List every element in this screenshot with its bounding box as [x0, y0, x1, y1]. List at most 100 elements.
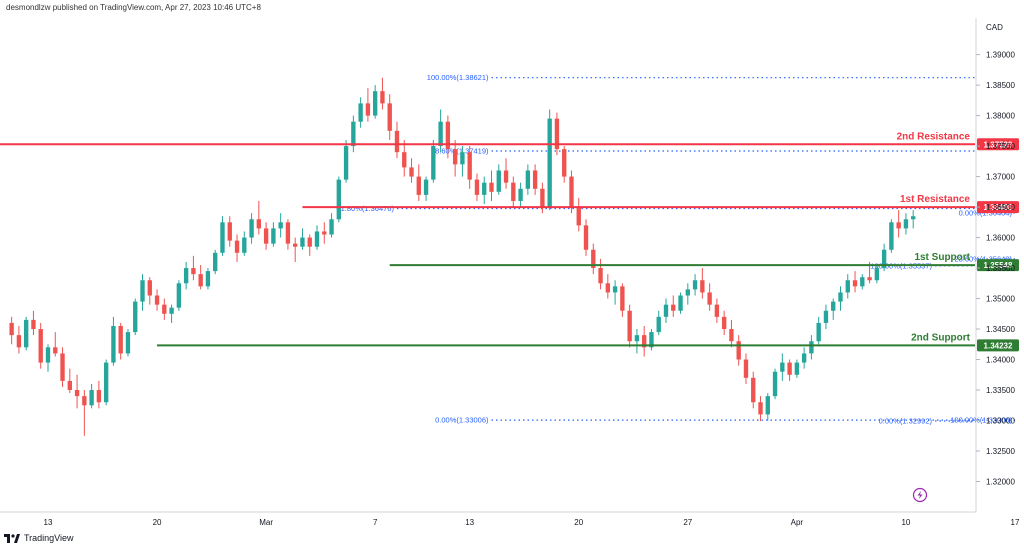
- candle-body: [198, 274, 203, 287]
- candle-body: [911, 216, 916, 220]
- candle-body: [801, 353, 807, 363]
- y-tick-label: 1.37500: [986, 142, 1015, 151]
- candle-body: [772, 371, 778, 397]
- candle-body: [620, 286, 625, 311]
- candle-body: [162, 304, 167, 314]
- y-tick-label: 1.35500: [986, 264, 1015, 273]
- x-tick-label: 27: [683, 518, 692, 527]
- fib-level-label: 23.60%(1.35648): [954, 255, 1012, 264]
- candle-body: [867, 277, 872, 281]
- fib-level-label: 78.60%(1.37419): [431, 147, 489, 156]
- candle-body: [532, 170, 538, 189]
- candle-body: [511, 182, 516, 201]
- candle-body: [60, 353, 65, 381]
- candle-body: [263, 228, 269, 244]
- candle-body: [329, 219, 334, 235]
- candle-body: [416, 176, 421, 195]
- candle-body: [496, 170, 501, 192]
- candle-body: [154, 295, 160, 305]
- level-price-badge: [977, 201, 1019, 214]
- level-price-badge: [977, 138, 1019, 151]
- candle-body: [183, 268, 189, 284]
- candle-body: [896, 222, 901, 229]
- candle-body: [9, 322, 14, 336]
- candle-body: [445, 121, 451, 150]
- candle-body: [743, 359, 749, 378]
- level-price-badge: [977, 259, 1019, 272]
- key-levels: 2nd Resistance 1.37529 1st Resistance 1.364…: [0, 131, 1019, 352]
- level-price-badge: [977, 339, 1019, 352]
- x-tick-label: Apr: [791, 518, 804, 527]
- candle-body: [809, 341, 814, 354]
- candle-body: [365, 103, 371, 116]
- candle-body: [169, 307, 174, 314]
- candle-body: [758, 402, 763, 415]
- candle-body: [111, 325, 116, 363]
- candle-body: [31, 319, 36, 330]
- candle-body: [518, 188, 523, 201]
- candle-body: [452, 149, 458, 165]
- candle-body: [794, 362, 800, 375]
- candle-body: [23, 319, 29, 348]
- candle-body: [67, 380, 72, 391]
- candle-body: [314, 231, 320, 247]
- candle-body: [852, 280, 858, 287]
- level-name: 2nd Support: [911, 332, 971, 343]
- candle-body: [307, 237, 312, 247]
- y-tick-label: 1.32500: [986, 447, 1015, 456]
- candle-body: [322, 231, 327, 235]
- candle-body: [845, 280, 850, 293]
- candle-body: [823, 310, 829, 323]
- candle-body: [271, 228, 276, 244]
- candle-body: [409, 167, 414, 177]
- fib-lines: 100.00%(1.38621) 78.60%(1.37419) 61.80%(1.…: [336, 73, 1015, 426]
- candle-body: [489, 182, 494, 192]
- candle-body: [765, 396, 770, 415]
- candle-body: [380, 91, 385, 104]
- candle-body: [787, 362, 792, 375]
- y-tick-label: 1.34500: [986, 325, 1015, 334]
- candle-body: [671, 304, 676, 311]
- candle-body: [525, 170, 531, 189]
- currency-label: CAD: [986, 23, 1003, 32]
- y-tick-label: 1.36500: [986, 203, 1015, 212]
- candle-body: [540, 188, 545, 208]
- candle-body: [460, 152, 465, 165]
- candle-body: [45, 347, 51, 363]
- candle-body: [140, 280, 145, 302]
- candle-body: [685, 289, 690, 296]
- candle-body: [860, 277, 865, 287]
- y-tick-label: 1.33500: [986, 386, 1015, 395]
- candle-body: [838, 292, 843, 302]
- candle-body: [176, 283, 182, 308]
- lightning-icon[interactable]: [912, 487, 928, 503]
- y-tick-label: 1.38500: [986, 81, 1015, 90]
- candle-body: [612, 286, 618, 293]
- candle-body: [598, 268, 603, 284]
- candle-body: [467, 152, 472, 180]
- candle-body: [16, 335, 22, 348]
- fib-level-label: 100.00%(1.33006): [950, 416, 1012, 425]
- tradingview-logo-icon: [4, 534, 20, 543]
- candle-body: [591, 249, 596, 269]
- candle-body: [503, 170, 509, 183]
- candle-body: [583, 225, 589, 250]
- x-tick-label: 7: [373, 518, 378, 527]
- candle-body: [300, 237, 305, 247]
- level-price-label: 1.36498: [984, 203, 1013, 212]
- candle-body: [343, 146, 349, 180]
- candle-body: [736, 341, 741, 360]
- candle-body: [285, 222, 291, 244]
- candle-body: [205, 271, 211, 287]
- candle-body: [692, 280, 698, 290]
- candle-body: [213, 252, 218, 272]
- x-tick-label: 17: [1011, 518, 1020, 527]
- fib-level-label: 61.80%(1.36476): [336, 204, 394, 213]
- candle-body: [649, 332, 654, 348]
- candle-body: [431, 146, 436, 180]
- candle-body: [38, 329, 43, 363]
- candle-body: [721, 316, 727, 330]
- candle-body: [220, 222, 225, 253]
- candle-body: [402, 152, 407, 168]
